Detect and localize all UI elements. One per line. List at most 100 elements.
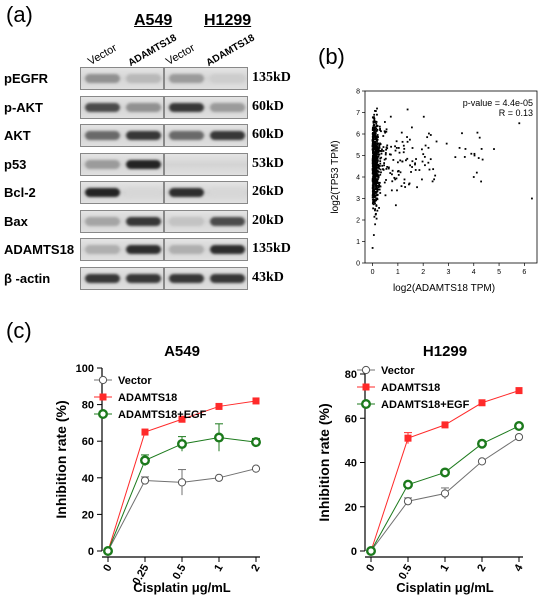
scatter-point bbox=[408, 183, 410, 186]
y-tick-label: 1 bbox=[356, 239, 360, 246]
scatter-point bbox=[379, 173, 382, 176]
scatter-point bbox=[372, 150, 375, 153]
scatter-point bbox=[381, 164, 384, 167]
scatter-point bbox=[374, 138, 377, 141]
data-point bbox=[439, 467, 450, 478]
x-tick-label: 3 bbox=[447, 269, 451, 276]
scatter-point bbox=[374, 110, 376, 112]
blot-strip-a549 bbox=[80, 152, 164, 176]
scatter-point bbox=[399, 171, 402, 174]
legend-label: ADAMTS18 bbox=[118, 392, 177, 404]
scatter-point bbox=[376, 129, 379, 131]
scatter-point bbox=[378, 188, 381, 191]
blot-size-label: 26kD bbox=[252, 184, 284, 199]
scatter-point bbox=[372, 181, 375, 184]
scatter-point bbox=[414, 162, 416, 165]
scatter-point bbox=[375, 204, 378, 207]
blot-size-label: 20kD bbox=[252, 212, 284, 228]
scatter-point bbox=[372, 164, 375, 166]
blot-protein-label: Bax bbox=[4, 213, 28, 229]
scatter-point bbox=[375, 129, 378, 132]
scatter-point bbox=[378, 184, 381, 187]
scatter-point bbox=[377, 166, 380, 169]
data-point bbox=[361, 365, 371, 375]
scatter-point bbox=[373, 117, 376, 120]
blot-strip-a549 bbox=[80, 181, 164, 204]
y-tick-label: 6 bbox=[356, 132, 360, 139]
scatter-point bbox=[372, 165, 374, 168]
scatter-point bbox=[374, 144, 376, 147]
scatter-point bbox=[375, 187, 378, 190]
data-point bbox=[441, 421, 449, 429]
scatter-point bbox=[399, 159, 402, 162]
scatter-point bbox=[397, 170, 400, 172]
data-point bbox=[514, 432, 524, 442]
y-tick-label: 40 bbox=[82, 473, 94, 485]
scatter-point bbox=[378, 145, 381, 148]
scatter-point bbox=[470, 152, 473, 155]
scatter-point bbox=[376, 178, 379, 181]
blot-band bbox=[126, 245, 161, 254]
scatter-point bbox=[385, 179, 387, 181]
scatter-point bbox=[373, 162, 375, 165]
scatter-point bbox=[374, 191, 376, 194]
data-point bbox=[141, 428, 149, 436]
scatter-point bbox=[428, 168, 431, 171]
scatter-point bbox=[371, 186, 374, 188]
scatter-point bbox=[374, 155, 376, 158]
scatter-point bbox=[389, 115, 392, 118]
scatter-point bbox=[373, 190, 375, 192]
scatter-point bbox=[377, 182, 380, 184]
scatter-point bbox=[378, 171, 380, 173]
scatter-point bbox=[416, 186, 418, 189]
scatter-point bbox=[411, 160, 414, 163]
scatter-point bbox=[374, 213, 377, 216]
data-point bbox=[478, 399, 486, 407]
scatter-point bbox=[429, 158, 432, 161]
scatter-point bbox=[375, 174, 378, 177]
scatter-point bbox=[411, 147, 414, 149]
blot-band bbox=[85, 102, 120, 112]
scatter-point bbox=[433, 178, 436, 181]
scatter-annotation-pvalue: p-value = 4.4e-05 bbox=[463, 98, 533, 108]
data-point bbox=[102, 545, 113, 556]
scatter-point bbox=[371, 161, 374, 164]
scatter-point bbox=[397, 147, 400, 149]
blot-strip-h1299 bbox=[164, 266, 248, 290]
scatter-point bbox=[373, 134, 376, 137]
data-point bbox=[404, 434, 412, 442]
data-point bbox=[403, 497, 413, 506]
scatter-point bbox=[386, 147, 389, 150]
scatter-point bbox=[481, 158, 484, 161]
scatter-point bbox=[377, 146, 379, 149]
scatter-point bbox=[385, 128, 388, 131]
blot-band bbox=[85, 131, 120, 140]
scatter-point bbox=[372, 157, 375, 160]
scatter-point bbox=[376, 147, 378, 149]
blot-protein-label: p-AKT bbox=[4, 99, 43, 115]
scatter-point bbox=[376, 188, 379, 191]
blot-band bbox=[126, 159, 161, 169]
data-point bbox=[139, 455, 150, 466]
scatter-point bbox=[387, 166, 390, 169]
scatter-y-label: log2(TP53 TPM) bbox=[330, 140, 341, 213]
scatter-point bbox=[445, 142, 448, 145]
scatter-point bbox=[374, 174, 376, 176]
scatter-point bbox=[406, 140, 409, 143]
data-point bbox=[402, 479, 413, 490]
data-point bbox=[214, 473, 224, 482]
scatter-point bbox=[372, 121, 375, 124]
scatter-point bbox=[480, 148, 483, 150]
scatter-point bbox=[383, 162, 386, 164]
series-vector bbox=[103, 464, 261, 556]
scatter-point bbox=[385, 130, 388, 133]
scatter-point bbox=[374, 167, 377, 170]
scatter-point bbox=[378, 183, 381, 186]
scatter-point bbox=[406, 157, 409, 160]
blot-size-label: 60kD bbox=[252, 127, 284, 142]
scatter-point bbox=[372, 138, 375, 141]
scatter-point bbox=[375, 148, 378, 150]
scatter-point bbox=[372, 154, 375, 157]
scatter-point bbox=[394, 204, 397, 207]
